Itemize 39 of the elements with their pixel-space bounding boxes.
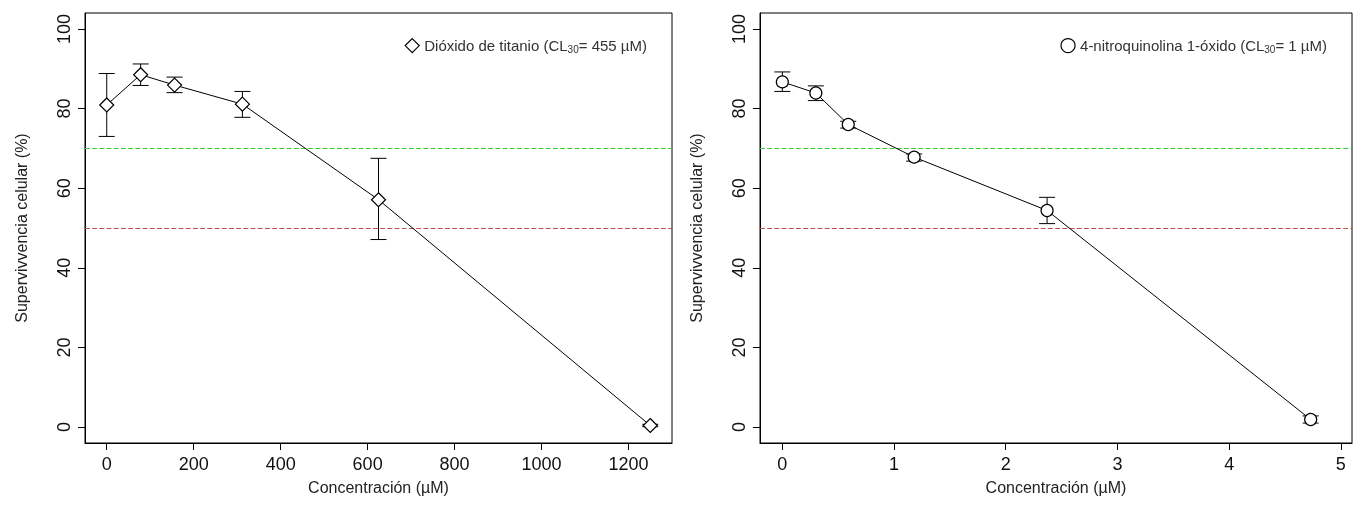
x-tick-label: 800 <box>439 454 470 474</box>
y-tick-label: 0 <box>729 422 749 433</box>
y-tick-label: 40 <box>729 257 749 278</box>
x-tick-label: 1 <box>889 454 900 474</box>
point <box>841 117 855 132</box>
point <box>642 417 658 434</box>
y-tick-label: 100 <box>54 13 74 44</box>
point <box>1304 412 1318 427</box>
point <box>775 75 789 89</box>
point <box>370 192 387 208</box>
y-tick-label: 60 <box>54 178 74 199</box>
x-tick-label: 400 <box>265 454 296 474</box>
y-tick-label: 0 <box>54 422 74 433</box>
point <box>99 97 115 113</box>
y-tick-label: 80 <box>729 98 749 119</box>
point <box>234 96 250 112</box>
point <box>133 67 149 83</box>
x-tick-label: 200 <box>178 454 209 474</box>
x-axis-title: Concentración (µM) <box>985 478 1127 496</box>
point <box>1040 203 1054 218</box>
point <box>907 150 921 164</box>
x-tick-label: 4 <box>1224 454 1235 474</box>
x-tick-label: 600 <box>352 454 383 474</box>
x-tick-label: 3 <box>1112 454 1123 474</box>
y-axis-title: Supervivvencia celular (%) <box>12 133 30 323</box>
y-tick-label: 20 <box>729 337 749 358</box>
y-tick-label: 60 <box>729 178 749 199</box>
x-tick-label: 0 <box>777 454 788 474</box>
x-tick-label: 1000 <box>521 454 562 474</box>
x-tick-label: 2 <box>1000 454 1011 474</box>
y-axis-title: Supervivvencia celular (%) <box>687 133 705 323</box>
x-tick-label: 0 <box>101 454 112 474</box>
x-axis-title: Concentración (µM) <box>308 478 449 496</box>
y-tick-label: 100 <box>729 13 749 44</box>
y-tick-label: 80 <box>54 98 74 119</box>
x-tick-label: 1200 <box>608 454 649 474</box>
x-tick-label: 5 <box>1335 454 1346 474</box>
y-tick-label: 40 <box>54 257 74 278</box>
y-tick-label: 20 <box>54 337 74 358</box>
